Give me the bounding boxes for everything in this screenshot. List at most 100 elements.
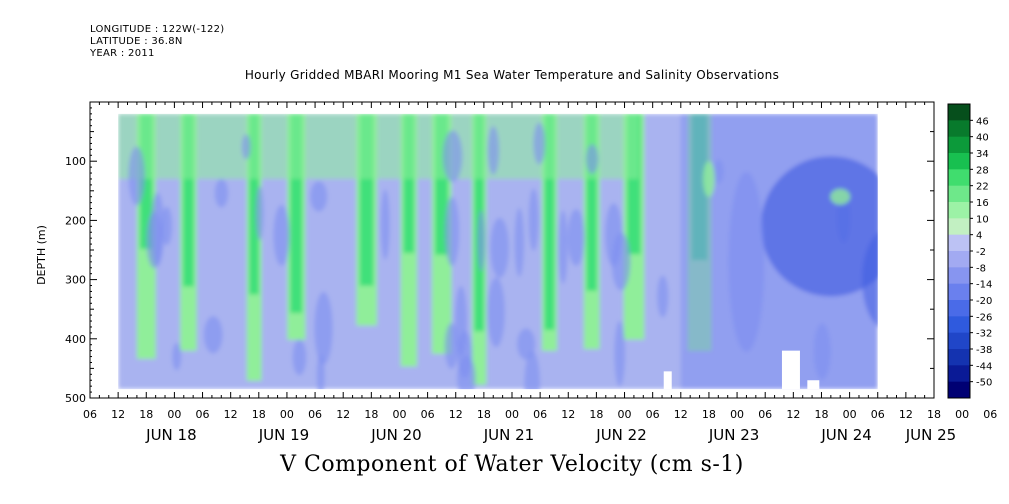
- x-day-label: JUN 24: [820, 426, 871, 444]
- x-hour-label: 12: [786, 408, 800, 421]
- plot-title: Hourly Gridded MBARI Mooring M1 Sea Wate…: [244, 68, 780, 82]
- blue-patch: [172, 342, 182, 371]
- colorbar-swatch: [948, 136, 970, 154]
- x-day-label: JUN 22: [595, 426, 646, 444]
- no-data-gap: [807, 380, 820, 390]
- green-column-core: [544, 113, 555, 330]
- blue-patch: [614, 320, 626, 387]
- green-column-core: [290, 113, 303, 313]
- colorbar-swatch: [948, 381, 970, 399]
- colorbar-label: 40: [976, 133, 989, 144]
- blue-patch: [454, 285, 468, 357]
- no-data-gaps: [663, 350, 820, 390]
- blue-patch: [487, 277, 505, 348]
- blue-patch: [150, 192, 165, 267]
- blue-patch: [380, 189, 390, 260]
- x-hour-label: 12: [111, 408, 125, 421]
- x-hour-label: 00: [730, 408, 744, 421]
- green-speck: [830, 188, 851, 205]
- blue-core: [862, 233, 878, 326]
- green-column-core: [249, 113, 259, 295]
- colorbar-label: -2: [976, 247, 986, 258]
- x-hour-label: 12: [224, 408, 238, 421]
- x-hour-label: 06: [308, 408, 322, 421]
- blue-patch: [442, 130, 463, 183]
- y-tick-label: 500: [65, 392, 86, 405]
- blue-patch: [255, 186, 264, 241]
- longitude-label: LONGITUDE : 122W(-122): [90, 24, 225, 35]
- year-label: YEAR : 2011: [90, 48, 155, 59]
- x-hour-label: 12: [899, 408, 913, 421]
- x-hour-label: 18: [364, 408, 378, 421]
- x-hour-label: 06: [646, 408, 660, 421]
- x-hour-label: 00: [955, 408, 969, 421]
- x-day-label: JUN 20: [370, 426, 421, 444]
- y-tick-label: 200: [65, 214, 86, 227]
- x-hour-label: 18: [589, 408, 603, 421]
- y-tick-label: 400: [65, 333, 86, 346]
- x-day-label: JUN 23: [708, 426, 759, 444]
- x-hour-label: 06: [871, 408, 885, 421]
- colorbar-swatch: [948, 104, 970, 121]
- blue-patch: [273, 204, 290, 266]
- x-hour-label: 18: [252, 408, 266, 421]
- colorbar-swatch: [948, 218, 970, 236]
- x-hour-label: 18: [927, 408, 941, 421]
- colorbar-label: -26: [976, 312, 992, 323]
- no-data-gap: [663, 371, 672, 390]
- colorbar-label: 4: [976, 231, 982, 242]
- blue-patch: [161, 206, 173, 246]
- green-speck: [702, 160, 715, 197]
- colorbar-label: -32: [976, 329, 992, 340]
- colorbar-label: 10: [976, 214, 989, 225]
- blue-patch: [657, 275, 669, 318]
- blue-patch: [214, 178, 229, 208]
- x-hour-label: 18: [702, 408, 716, 421]
- colorbar-swatch: [948, 349, 970, 366]
- blue-patch: [514, 207, 525, 277]
- colorbar-swatch: [948, 202, 970, 219]
- x-day-label: JUN 18: [145, 426, 196, 444]
- blue-patch: [567, 209, 585, 266]
- blue-patch: [444, 196, 460, 266]
- colorbar-swatch: [948, 169, 970, 187]
- blue-core: [760, 156, 878, 297]
- colorbar-swatch: [948, 234, 970, 252]
- blue-patch: [728, 171, 765, 352]
- blue-patch: [310, 181, 328, 212]
- blue-patch: [585, 144, 599, 174]
- colorbar-label: -8: [976, 263, 986, 274]
- x-hour-label: 06: [983, 408, 997, 421]
- colorbar-label: -38: [976, 345, 992, 356]
- colorbar-swatch: [948, 332, 970, 350]
- blue-patch: [605, 203, 623, 267]
- blue-patch: [316, 354, 325, 390]
- colorbar-label: 22: [976, 182, 989, 193]
- x-hour-label: 00: [280, 408, 294, 421]
- colorbar-label: -44: [976, 361, 992, 372]
- axes: 06 12 18 00 06 12 18 00 06 12 18 00 06 12 18 00 06 12 18 00…: [65, 101, 997, 444]
- blue-patch: [241, 134, 251, 160]
- y-tick-label: 300: [65, 274, 86, 287]
- x-hour-label: 00: [505, 408, 519, 421]
- x-hour-label: 06: [83, 408, 97, 421]
- x-hour-label: 12: [561, 408, 575, 421]
- x-hour-label: 12: [449, 408, 463, 421]
- green-upper-band: [118, 113, 639, 179]
- colorbar-swatch: [948, 267, 970, 285]
- green-column-core: [586, 113, 597, 291]
- colorbar-label: -20: [976, 296, 992, 307]
- colorbar-swatch: [948, 120, 970, 138]
- colorbar: 46 40 34 28 22 16 10 4 -2 -8 -14 -20 -26 -32 -38 -44 -50: [947, 103, 992, 399]
- colorbar-swatch: [948, 316, 970, 334]
- x-hour-label: 06: [421, 408, 435, 421]
- y-axis-label: DEPTH (m): [35, 225, 48, 285]
- blue-patch: [457, 355, 476, 390]
- y-tick-label: 100: [65, 155, 86, 168]
- colorbar-swatch: [948, 365, 970, 383]
- blue-patch: [490, 217, 509, 278]
- x-hour-label: 00: [618, 408, 632, 421]
- blue-patch: [558, 210, 568, 284]
- x-day-label: JUN 21: [483, 426, 534, 444]
- x-day-label: JUN 19: [258, 426, 309, 444]
